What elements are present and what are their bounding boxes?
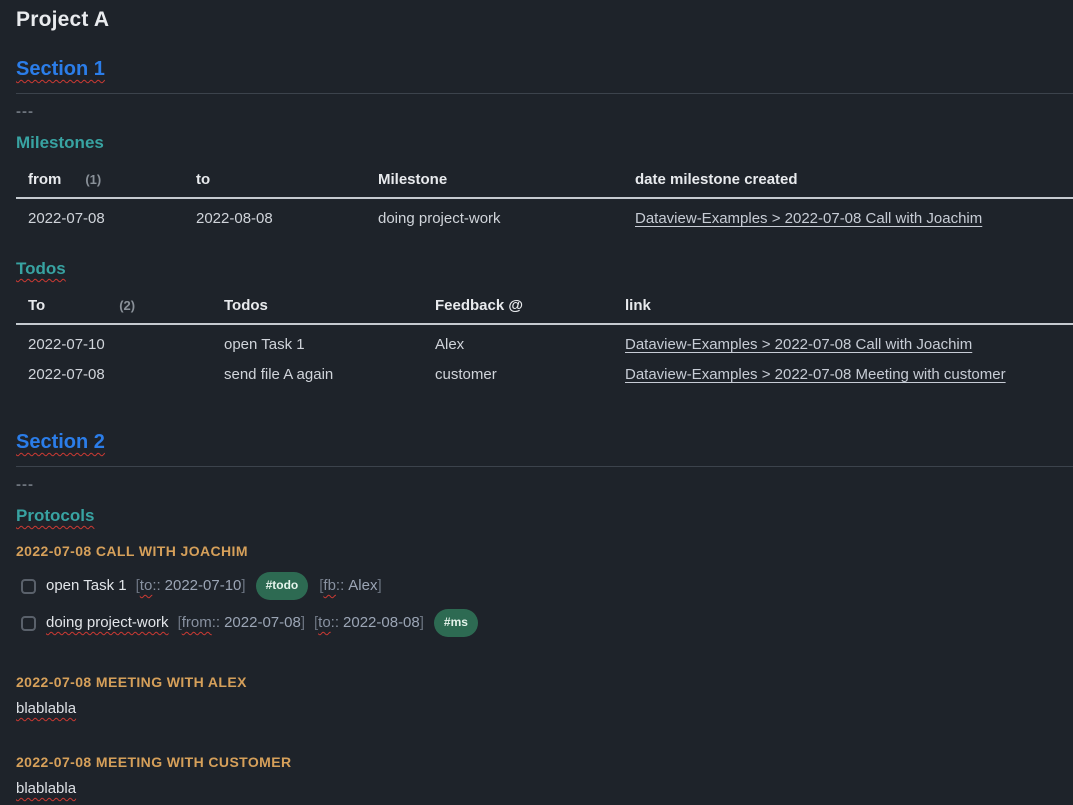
cell-from: 2022-07-08: [28, 210, 105, 227]
tag-ms[interactable]: #ms: [433, 609, 478, 637]
col-label-to: To: [28, 297, 46, 314]
cell-todo: open Task 1: [224, 336, 305, 353]
inline-field: [from:: 2022-07-08]: [178, 614, 305, 631]
field-separator: ::: [330, 614, 340, 631]
field-key: to: [318, 614, 331, 631]
milestones-table: from (1) to Milestone date milestone crea…: [16, 167, 1073, 229]
field-key: to: [139, 577, 153, 594]
todo-source-link[interactable]: Dataview-Examples > 2022-07-08 Meeting w…: [625, 366, 1006, 383]
page-title: Project A: [16, 8, 110, 31]
todos-table-header-row: To (2) Todos Feedback @ link: [16, 293, 1073, 325]
todos-col-link[interactable]: link: [613, 293, 1073, 325]
task-item: open Task 1 [to:: 2022-07-10] #todo [fb:: Ale…: [16, 572, 1073, 600]
frontmatter-dashes-2: ---: [16, 476, 34, 493]
cell-milestone: doing project-work: [378, 210, 501, 227]
bracket-close: ]: [419, 614, 424, 631]
result-count-badge: (1): [85, 172, 102, 187]
cell-to: 2022-07-10: [28, 336, 105, 353]
field-key: fb: [323, 577, 336, 594]
col-label-from: from: [28, 171, 62, 188]
inline-field: [to:: 2022-08-08]: [314, 614, 424, 631]
section-1-heading-text: Section 1: [16, 58, 105, 80]
milestones-col-milestone[interactable]: Milestone: [366, 167, 623, 199]
milestones-heading: Milestones: [16, 133, 104, 152]
todos-table: To (2) Todos Feedback @ link 2022-07-10 o…: [16, 293, 1073, 385]
task-label: open Task 1: [46, 577, 127, 594]
bracket-open: [: [319, 577, 324, 594]
milestones-col-from[interactable]: from (1): [16, 167, 184, 199]
cell-link: Dataview-Examples > 2022-07-08 Meeting w…: [613, 355, 1073, 385]
todos-col-to[interactable]: To (2): [16, 293, 212, 325]
todo-source-link[interactable]: Dataview-Examples > 2022-07-08 Call with…: [625, 336, 973, 353]
milestones-col-to[interactable]: to: [184, 167, 366, 199]
cell-feedback: Alex: [435, 336, 465, 353]
bracket-close: ]: [300, 614, 305, 631]
inline-field: [to:: 2022-07-10]: [136, 577, 246, 594]
todos-heading-text: Todos: [16, 259, 66, 278]
field-key: from: [181, 614, 212, 631]
protocol-entry-heading: 2022-07-08 MEETING WITH ALEX: [16, 674, 247, 690]
field-separator: ::: [211, 614, 221, 631]
bracket-open: [: [135, 577, 140, 594]
task-text: doing project-work [from:: 2022-07-08] [to:…: [46, 609, 480, 637]
milestones-col-date-created[interactable]: date milestone created: [623, 167, 1073, 199]
protocol-body-text: blablabla: [16, 780, 77, 797]
bracket-close: ]: [377, 577, 382, 594]
inline-field: [fb:: Alex]: [319, 577, 381, 594]
protocol-entry-heading: 2022-07-08 CALL WITH JOACHIM: [16, 543, 248, 559]
cell-to: 2022-08-08: [196, 210, 273, 227]
cell-to: 2022-07-08: [28, 366, 105, 383]
milestones-table-header-row: from (1) to Milestone date milestone crea…: [16, 167, 1073, 199]
task-item: doing project-work [from:: 2022-07-08] [to:…: [16, 609, 1073, 637]
field-value: 2022-08-08: [343, 614, 420, 631]
section-1-heading: Section 1: [16, 58, 1073, 94]
milestone-source-link[interactable]: Dataview-Examples > 2022-07-08 Call with…: [635, 210, 983, 227]
cell-feedback: customer: [435, 366, 497, 383]
field-value: Alex: [348, 577, 378, 594]
task-text: open Task 1 [to:: 2022-07-10] #todo [fb:: Ale…: [46, 572, 382, 600]
task-checkbox[interactable]: [21, 578, 36, 594]
table-row: 2022-07-08 send file A again customer Da…: [16, 355, 1073, 385]
cell-todo: send file A again: [224, 366, 334, 383]
task-label: doing project-work: [46, 614, 169, 631]
field-value: 2022-07-08: [224, 614, 301, 631]
result-count-badge: (2): [119, 298, 136, 313]
todos-heading: Todos: [16, 259, 1073, 279]
table-row: 2022-07-08 2022-08-08 doing project-work…: [16, 198, 1073, 229]
protocols-heading-text: Protocols: [16, 506, 95, 525]
section-2-heading: Section 2: [16, 431, 1073, 467]
cell-link: Dataview-Examples > 2022-07-08 Call with…: [613, 324, 1073, 355]
section-2-heading-text: Section 2: [16, 431, 105, 453]
bracket-open: [: [313, 614, 319, 631]
bracket-close: ]: [241, 577, 246, 594]
field-separator: ::: [335, 577, 345, 594]
task-checkbox[interactable]: [21, 615, 36, 631]
bracket-open: [: [177, 614, 182, 631]
todos-col-todos[interactable]: Todos: [212, 293, 423, 325]
todos-col-feedback[interactable]: Feedback @: [423, 293, 613, 325]
frontmatter-dashes-1: ---: [16, 103, 34, 120]
protocol-entry-heading: 2022-07-08 MEETING WITH CUSTOMER: [16, 754, 292, 770]
protocol-body-text: blablabla: [16, 700, 77, 717]
tag-todo[interactable]: #todo: [255, 572, 309, 600]
field-value: 2022-07-10: [164, 577, 242, 594]
field-separator: ::: [152, 577, 161, 594]
protocols-heading: Protocols: [16, 506, 1073, 526]
cell-link: Dataview-Examples > 2022-07-08 Call with…: [623, 198, 1073, 229]
table-row: 2022-07-10 open Task 1 Alex Dataview-Exa…: [16, 324, 1073, 355]
